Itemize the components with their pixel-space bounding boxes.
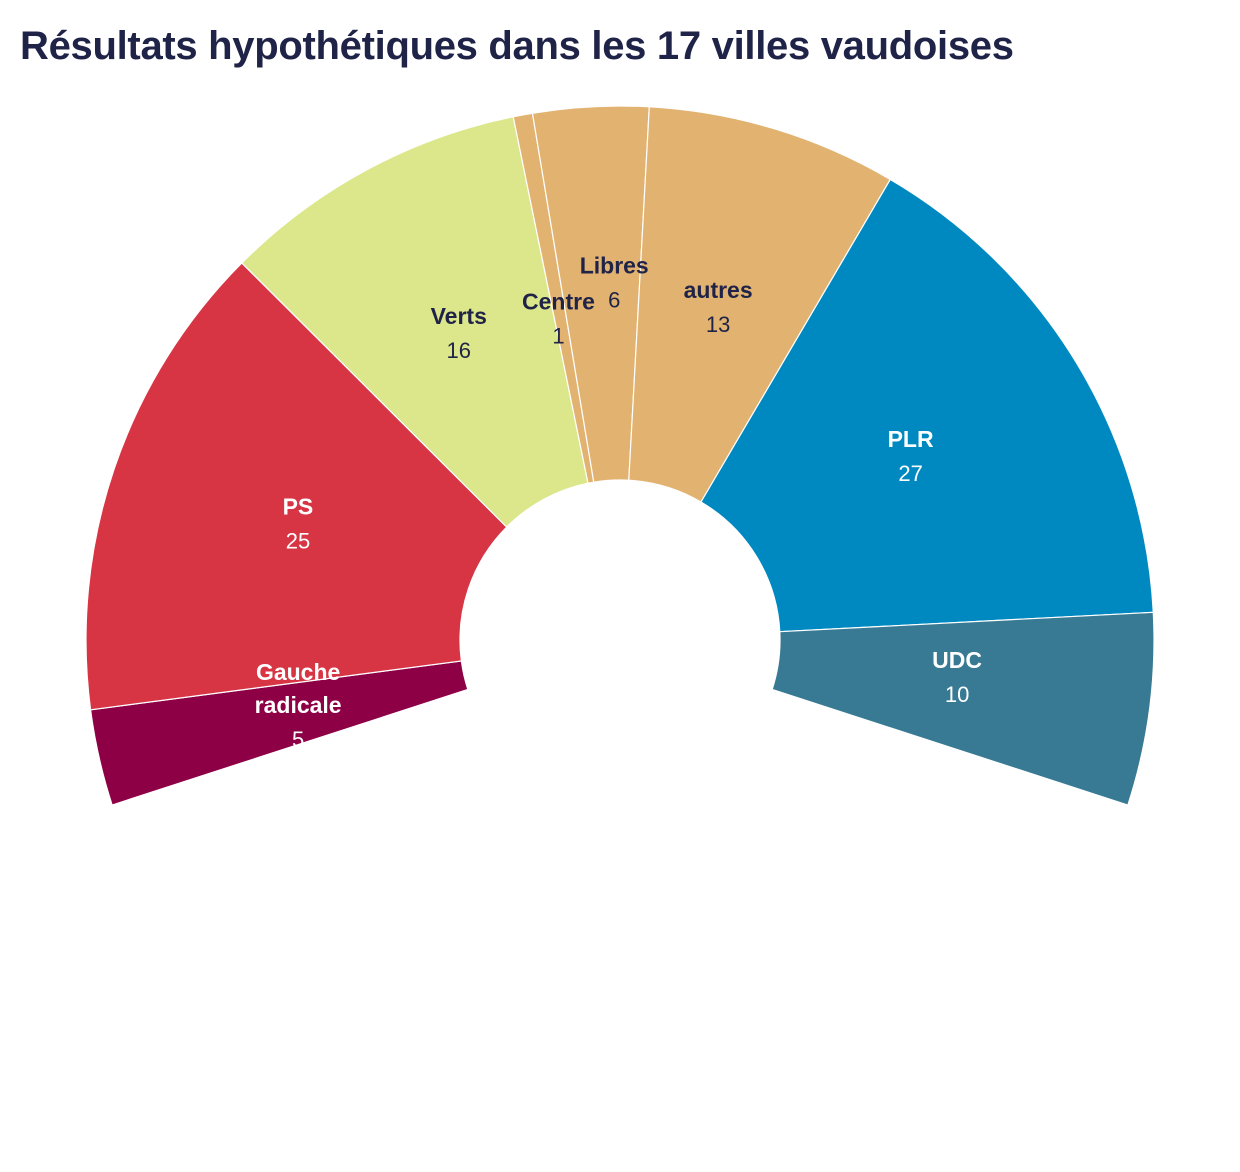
slice-plr[interactable] <box>700 178 1154 633</box>
label-value-centre: 1 <box>552 323 564 348</box>
label-verts: Verts 16 <box>431 303 487 363</box>
label-value-ps: 25 <box>286 528 310 553</box>
label-name-gauche-radicale: Gauche <box>256 659 340 685</box>
label-name-centre: Centre <box>522 288 595 314</box>
chart-title: Résultats hypothétiques dans les 17 vill… <box>20 24 1014 68</box>
slice-verts[interactable] <box>240 116 589 528</box>
label-name-plr: PLR <box>888 426 934 452</box>
label-value-verts: 16 <box>447 338 471 363</box>
label-gauche-radicale: Gauche radicale 5 <box>255 659 342 752</box>
label-name-libres: Libres <box>580 253 649 279</box>
label-centre: Centre 1 <box>522 288 595 348</box>
label-name-ps: PS <box>283 493 314 519</box>
slice-autres[interactable] <box>628 106 892 503</box>
label-value-udc: 10 <box>945 682 969 707</box>
label-name-gauche-radicale: radicale <box>255 692 342 718</box>
slice-labels: Gauche radicale 5 PS 25 Verts 16 Centre 1 Libres 6… <box>255 253 982 752</box>
label-name-verts: Verts <box>431 303 487 329</box>
label-plr: PLR 27 <box>888 426 934 486</box>
label-value-libres: 6 <box>608 288 620 313</box>
label-name-udc: UDC <box>932 647 982 673</box>
label-udc: UDC 10 <box>932 647 982 707</box>
slices <box>85 105 1155 806</box>
label-value-gauche-radicale: 5 <box>292 727 304 752</box>
label-value-plr: 27 <box>898 461 922 486</box>
slice-ps[interactable] <box>85 262 508 711</box>
label-autres: autres 13 <box>684 277 753 337</box>
label-name-autres: autres <box>684 277 753 303</box>
label-libres: Libres 6 <box>580 253 649 313</box>
slice-udc[interactable] <box>771 611 1155 806</box>
label-ps: PS 25 <box>283 493 314 553</box>
label-value-autres: 13 <box>706 312 730 337</box>
